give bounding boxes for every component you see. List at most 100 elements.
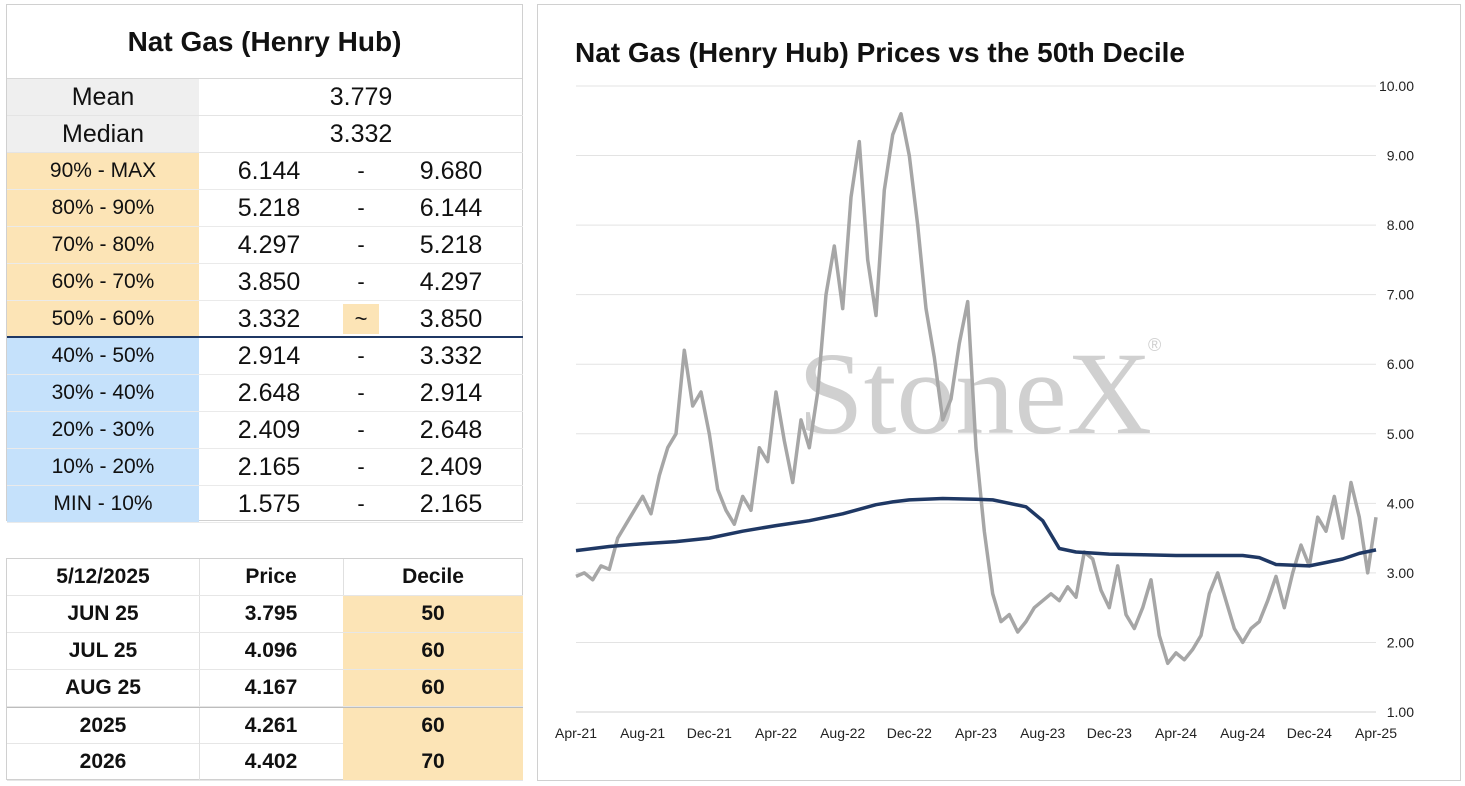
median-label: Median [7, 116, 199, 152]
x-tick-label: Aug-22 [820, 725, 865, 741]
price-chart: StoneX ® 1.00 2.00 3.00 4.00 5.00 6.00 7.00 8.0… [555, 78, 1414, 741]
decile-high-value: 2.165 [419, 489, 483, 518]
decile-low-value: 5.218 [237, 193, 301, 222]
decile-low-value: 2.409 [237, 415, 301, 444]
contract-price-table: 5/12/2025 Price Decile JUN 25 3.795 50 JUL … [6, 558, 523, 781]
x-tick-label: Apr-24 [1155, 725, 1197, 741]
contract-row: AUG 25 4.167 60 [7, 670, 523, 707]
decile-row: 10% - 20% 2.165 - 2.409 [7, 449, 523, 486]
range-separator: - [357, 380, 365, 405]
x-tick-label: Apr-22 [755, 725, 797, 741]
range-separator: - [357, 269, 365, 294]
contract-name: AUG 25 [7, 670, 200, 706]
median-row: Median 3.332 [7, 116, 523, 153]
range-separator: - [357, 195, 365, 220]
decile-row: 50% - 60% 3.332 ~3.850 [7, 301, 523, 338]
decile-high-value: 4.297 [419, 267, 483, 296]
decile-band-label: MIN - 10% [7, 486, 199, 522]
contract-row: JUL 25 4.096 60 [7, 633, 523, 670]
x-tick-label: Aug-21 [620, 725, 665, 741]
decile-band-label: 40% - 50% [7, 338, 199, 374]
decile-low-value: 6.144 [237, 156, 301, 185]
decile-row: 70% - 80% 4.297 - 5.218 [7, 227, 523, 264]
decile-low-value: 2.914 [237, 341, 301, 370]
decile-low-value: 1.575 [237, 489, 301, 518]
contract-name: JUN 25 [7, 596, 200, 632]
contract-row: JUN 25 3.795 50 [7, 596, 523, 633]
decile-high-value: 2.409 [419, 452, 483, 481]
contract-decile: 60 [343, 633, 523, 669]
contract-decile: 70 [343, 744, 523, 780]
x-tick-label: Apr-25 [1355, 725, 1397, 741]
x-tick-label: Dec-24 [1287, 725, 1332, 741]
decile-row: 30% - 40% 2.648 - 2.914 [7, 375, 523, 412]
y-tick-label: 8.00 [1387, 217, 1414, 233]
decile-band-label: 30% - 40% [7, 375, 199, 411]
contract-name: 2026 [7, 744, 200, 780]
range-separator: - [357, 417, 365, 442]
contract-name: 2025 [7, 708, 200, 744]
decile-high-value: 2.648 [419, 415, 483, 444]
decile-50th-series-line [575, 496, 1377, 568]
contract-price: 3.795 [199, 596, 344, 632]
x-tick-label: Aug-24 [1220, 725, 1265, 741]
decile-row: MIN - 10% 1.575 - 2.165 [7, 486, 523, 523]
decile-row: 40% - 50% 2.914 - 3.332 [7, 338, 523, 375]
decile-low-value: 2.165 [237, 452, 301, 481]
price-table-header: 5/12/2025 Price Decile [7, 559, 523, 596]
median-divider-line [7, 336, 523, 338]
range-separator: - [357, 343, 365, 368]
decile-high-value: 2.914 [419, 378, 483, 407]
decile-low-value: 3.850 [237, 267, 301, 296]
decile-band-label: 90% - MAX [7, 153, 199, 189]
decile-high-value: 9.680 [419, 156, 483, 185]
range-separator: - [357, 454, 365, 479]
stats-title: Nat Gas (Henry Hub) [7, 5, 522, 79]
decile-band-label: 80% - 90% [7, 190, 199, 226]
decile-band-label: 50% - 60% [7, 301, 199, 337]
current-decile-marker: ~ [343, 304, 379, 334]
contract-price: 4.261 [199, 708, 344, 744]
decile-low-value: 4.297 [237, 230, 301, 259]
x-tick-label: Dec-22 [887, 725, 932, 741]
y-tick-label: 2.00 [1387, 634, 1414, 650]
contract-decile: 60 [343, 708, 523, 744]
contract-price: 4.167 [199, 670, 344, 706]
y-tick-label: 5.00 [1387, 426, 1414, 442]
decile-high-value: 6.144 [419, 193, 483, 222]
decile-high-value: 3.850 [419, 304, 483, 333]
decile-low-value: 2.648 [237, 378, 301, 407]
range-separator: - [357, 232, 365, 257]
contract-row: 2025 4.261 60 [7, 707, 523, 744]
decile-row: 90% - MAX 6.144 - 9.680 [7, 153, 523, 190]
range-separator: - [357, 491, 365, 516]
contract-name: JUL 25 [7, 633, 200, 669]
x-tick-label: Dec-21 [687, 725, 732, 741]
y-tick-label: 9.00 [1387, 148, 1414, 164]
y-tick-label: 1.00 [1387, 704, 1414, 720]
decile-band-label: 20% - 30% [7, 412, 199, 448]
x-tick-label: Dec-23 [1087, 725, 1132, 741]
median-value: 3.332 [329, 119, 393, 148]
contract-decile: 50 [343, 596, 523, 632]
watermark-registered-mark: ® [1148, 335, 1161, 355]
y-tick-label: 3.00 [1387, 565, 1414, 581]
decile-high-value: 5.218 [419, 230, 483, 259]
chart-title: Nat Gas (Henry Hub) Prices vs the 50th D… [575, 37, 1185, 68]
header-decile: Decile [402, 565, 464, 588]
contract-price: 4.096 [199, 633, 344, 669]
header-date: 5/12/2025 [7, 559, 200, 595]
mean-label: Mean [7, 79, 199, 115]
contract-price: 4.402 [199, 744, 344, 780]
mean-row: Mean 3.779 [7, 79, 523, 116]
decile-band-label: 70% - 80% [7, 227, 199, 263]
y-tick-label: 10.00 [1379, 78, 1414, 94]
decile-row: 60% - 70% 3.850 - 4.297 [7, 264, 523, 301]
decile-low-value: 3.332 [237, 304, 301, 333]
decile-band-label: 10% - 20% [7, 449, 199, 485]
contract-decile: 60 [343, 670, 523, 706]
y-tick-label: 4.00 [1387, 495, 1414, 511]
range-separator: - [357, 158, 365, 183]
mean-value: 3.779 [329, 82, 393, 111]
decile-row: 20% - 30% 2.409 - 2.648 [7, 412, 523, 449]
